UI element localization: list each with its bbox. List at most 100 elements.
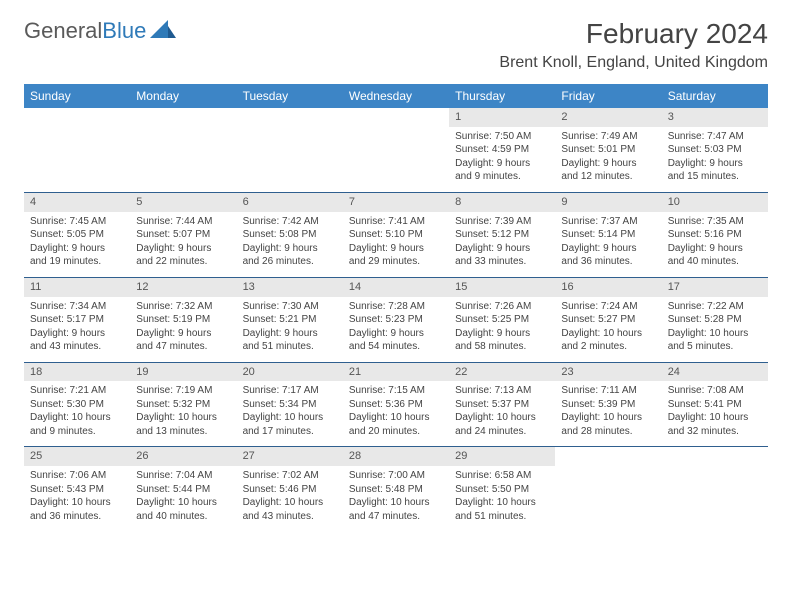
daylight-line: Daylight: 9 hours and 29 minutes. <box>349 242 443 269</box>
day-number: 14 <box>343 278 449 297</box>
daylight-line: Daylight: 9 hours and 51 minutes. <box>243 327 337 354</box>
day-number: 4 <box>24 193 130 212</box>
sunrise-line: Sunrise: 7:49 AM <box>561 130 655 144</box>
day-number: 19 <box>130 363 236 382</box>
calendar-day-cell: 23Sunrise: 7:11 AMSunset: 5:39 PMDayligh… <box>555 362 661 447</box>
calendar-table: SundayMondayTuesdayWednesdayThursdayFrid… <box>24 84 768 531</box>
calendar-empty-cell <box>24 108 130 192</box>
day-number: 3 <box>662 108 768 127</box>
month-title: February 2024 <box>499 18 768 50</box>
sunrise-line: Sunrise: 7:06 AM <box>30 469 124 483</box>
day-number: 8 <box>449 193 555 212</box>
sunset-line: Sunset: 5:16 PM <box>668 228 762 242</box>
day-number: 22 <box>449 363 555 382</box>
sunset-line: Sunset: 5:28 PM <box>668 313 762 327</box>
calendar-empty-cell <box>130 108 236 192</box>
sunset-line: Sunset: 5:17 PM <box>30 313 124 327</box>
calendar-day-cell: 5 Sunrise: 7:44 AMSunset: 5:07 PMDaylight… <box>130 192 236 277</box>
sunset-line: Sunset: 5:46 PM <box>243 483 337 497</box>
calendar-day-cell: 11Sunrise: 7:34 AMSunset: 5:17 PMDayligh… <box>24 277 130 362</box>
sunset-line: Sunset: 5:19 PM <box>136 313 230 327</box>
day-number: 27 <box>237 447 343 466</box>
sunrise-line: Sunrise: 7:00 AM <box>349 469 443 483</box>
sunrise-line: Sunrise: 7:11 AM <box>561 384 655 398</box>
weekday-header: Tuesday <box>237 84 343 108</box>
day-number: 20 <box>237 363 343 382</box>
calendar-day-cell: 27Sunrise: 7:02 AMSunset: 5:46 PMDayligh… <box>237 447 343 531</box>
daylight-line: Daylight: 10 hours and 40 minutes. <box>136 496 230 523</box>
daylight-line: Daylight: 10 hours and 17 minutes. <box>243 411 337 438</box>
calendar-day-cell: 24Sunrise: 7:08 AMSunset: 5:41 PMDayligh… <box>662 362 768 447</box>
sunset-line: Sunset: 5:01 PM <box>561 143 655 157</box>
calendar-week-row: 1Sunrise: 7:50 AMSunset: 4:59 PMDaylight… <box>24 108 768 192</box>
sunset-line: Sunset: 5:10 PM <box>349 228 443 242</box>
calendar-day-cell: 10Sunrise: 7:35 AMSunset: 5:16 PMDayligh… <box>662 192 768 277</box>
day-number: 26 <box>130 447 236 466</box>
daylight-line: Daylight: 10 hours and 36 minutes. <box>30 496 124 523</box>
weekday-header: Monday <box>130 84 236 108</box>
calendar-week-row: 18Sunrise: 7:21 AMSunset: 5:30 PMDayligh… <box>24 362 768 447</box>
daylight-line: Daylight: 9 hours and 43 minutes. <box>30 327 124 354</box>
daylight-line: Daylight: 9 hours and 22 minutes. <box>136 242 230 269</box>
daylight-line: Daylight: 9 hours and 15 minutes. <box>668 157 762 184</box>
day-number: 18 <box>24 363 130 382</box>
sunset-line: Sunset: 5:43 PM <box>30 483 124 497</box>
calendar-day-cell: 13Sunrise: 7:30 AMSunset: 5:21 PMDayligh… <box>237 277 343 362</box>
sunset-line: Sunset: 5:27 PM <box>561 313 655 327</box>
logo-triangle-icon <box>150 18 176 44</box>
daylight-line: Daylight: 10 hours and 13 minutes. <box>136 411 230 438</box>
calendar-week-row: 4Sunrise: 7:45 AMSunset: 5:05 PMDaylight… <box>24 192 768 277</box>
calendar-day-cell: 4Sunrise: 7:45 AMSunset: 5:05 PMDaylight… <box>24 192 130 277</box>
brand-logo: GeneralBlue <box>24 18 176 44</box>
day-number: 5 <box>130 193 236 212</box>
sunrise-line: Sunrise: 7:50 AM <box>455 130 549 144</box>
calendar-day-cell: 20Sunrise: 7:17 AMSunset: 5:34 PMDayligh… <box>237 362 343 447</box>
sunset-line: Sunset: 5:25 PM <box>455 313 549 327</box>
calendar-empty-cell <box>555 447 661 531</box>
sunrise-line: Sunrise: 7:45 AM <box>30 215 124 229</box>
sunrise-line: Sunrise: 7:35 AM <box>668 215 762 229</box>
weekday-header: Thursday <box>449 84 555 108</box>
calendar-day-cell: 9Sunrise: 7:37 AMSunset: 5:14 PMDaylight… <box>555 192 661 277</box>
day-number: 25 <box>24 447 130 466</box>
location: Brent Knoll, England, United Kingdom <box>499 54 768 72</box>
sunrise-line: Sunrise: 7:41 AM <box>349 215 443 229</box>
daylight-line: Daylight: 10 hours and 9 minutes. <box>30 411 124 438</box>
sunset-line: Sunset: 5:48 PM <box>349 483 443 497</box>
sunset-line: Sunset: 5:07 PM <box>136 228 230 242</box>
weekday-header: Friday <box>555 84 661 108</box>
calendar-day-cell: 14Sunrise: 7:28 AMSunset: 5:23 PMDayligh… <box>343 277 449 362</box>
sunrise-line: Sunrise: 7:13 AM <box>455 384 549 398</box>
header: GeneralBlue February 2024 Brent Knoll, E… <box>24 18 768 72</box>
day-number: 11 <box>24 278 130 297</box>
sunrise-line: Sunrise: 7:08 AM <box>668 384 762 398</box>
calendar-day-cell: 6Sunrise: 7:42 AMSunset: 5:08 PMDaylight… <box>237 192 343 277</box>
calendar-week-row: 11Sunrise: 7:34 AMSunset: 5:17 PMDayligh… <box>24 277 768 362</box>
day-number: 29 <box>449 447 555 466</box>
day-number: 17 <box>662 278 768 297</box>
sunrise-line: Sunrise: 7:42 AM <box>243 215 337 229</box>
sunrise-line: Sunrise: 7:24 AM <box>561 300 655 314</box>
sunset-line: Sunset: 5:37 PM <box>455 398 549 412</box>
calendar-day-cell: 2Sunrise: 7:49 AMSunset: 5:01 PMDaylight… <box>555 108 661 192</box>
daylight-line: Daylight: 10 hours and 47 minutes. <box>349 496 443 523</box>
sunset-line: Sunset: 4:59 PM <box>455 143 549 157</box>
calendar-day-cell: 25 Sunrise: 7:06 AMSunset: 5:43 PMDayligh… <box>24 447 130 531</box>
sunrise-line: Sunrise: 7:47 AM <box>668 130 762 144</box>
calendar-day-cell: 22Sunrise: 7:13 AMSunset: 5:37 PMDayligh… <box>449 362 555 447</box>
day-number: 21 <box>343 363 449 382</box>
daylight-line: Daylight: 9 hours and 12 minutes. <box>561 157 655 184</box>
day-number: 28 <box>343 447 449 466</box>
sunset-line: Sunset: 5:50 PM <box>455 483 549 497</box>
sunset-line: Sunset: 5:34 PM <box>243 398 337 412</box>
day-number: 24 <box>662 363 768 382</box>
weekday-header: Wednesday <box>343 84 449 108</box>
daylight-line: Daylight: 10 hours and 2 minutes. <box>561 327 655 354</box>
title-block: February 2024 Brent Knoll, England, Unit… <box>499 18 768 72</box>
daylight-line: Daylight: 9 hours and 36 minutes. <box>561 242 655 269</box>
calendar-day-cell: 19Sunrise: 7:19 AMSunset: 5:32 PMDayligh… <box>130 362 236 447</box>
sunrise-line: Sunrise: 7:44 AM <box>136 215 230 229</box>
sunrise-line: Sunrise: 7:02 AM <box>243 469 337 483</box>
sunset-line: Sunset: 5:21 PM <box>243 313 337 327</box>
calendar-day-cell: 29Sunrise: 6:58 AMSunset: 5:50 PMDayligh… <box>449 447 555 531</box>
